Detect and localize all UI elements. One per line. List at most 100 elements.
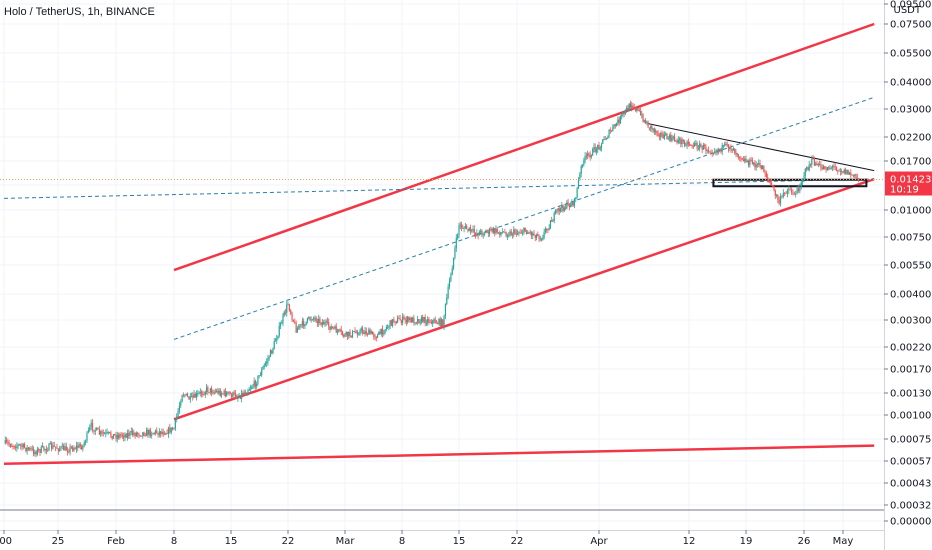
candle-body [115,434,117,439]
candle-body [466,225,468,230]
candle-body [173,428,175,430]
candle-body [719,148,721,151]
candle-body [20,444,22,446]
candle-body [229,393,231,395]
candle-body [4,440,6,444]
candle-body [393,319,395,322]
candle-body [126,433,129,438]
candle-body [856,177,858,179]
candle-body [152,433,154,435]
candle-body [655,130,657,133]
candle-body [590,155,593,158]
candle-body [224,390,226,397]
candle-body [754,162,756,168]
candle-body [772,185,774,187]
candle-body [846,169,848,175]
trend-line-triangle-top[interactable] [647,123,875,172]
candle-body [821,167,823,169]
candle-body [14,447,17,449]
candle-body [739,156,741,159]
candle-body [294,321,296,323]
candle-body [407,316,409,323]
candle-body [51,443,53,449]
candle-body [837,170,839,172]
candle-body [464,225,466,228]
candle-body [428,319,430,323]
candle-body [348,331,350,337]
candle-body [301,321,304,325]
candle-body [558,208,560,212]
candle-body [631,105,633,108]
trend-line-midline-dashed[interactable] [173,96,875,340]
candle-body [148,429,150,435]
candle-body [129,431,131,436]
candle-body [577,180,580,189]
candle-body [334,326,336,329]
candle-body [176,416,178,420]
candle-body [324,322,326,325]
candle-body [339,329,341,331]
candle-body [727,144,730,149]
candle-body [34,451,36,454]
trend-line-channel-lower[interactable] [173,177,875,421]
candle-body [419,322,421,324]
candle-body [85,440,87,443]
candle-body [193,393,195,398]
candle-body [488,228,491,234]
candle-body [467,229,469,231]
candle-body [69,446,71,452]
candle-body [107,432,109,433]
candle-body [543,231,545,238]
candle-body [101,431,103,433]
candle-body [696,143,698,149]
candle-body [786,190,789,194]
candle-body [454,248,456,258]
candle-body [266,361,268,364]
candle-body [163,434,166,436]
candle-body [592,149,594,156]
candle-body [18,444,21,446]
candle-body [238,396,240,398]
candle-body [239,396,241,399]
candle-body [281,323,283,325]
candle-body [66,450,69,452]
trend-line-long-support[interactable] [3,444,875,466]
candle-body [637,108,639,111]
candle-body [594,147,596,152]
candle-body [680,138,682,145]
candle-body [186,393,189,397]
candle-body [151,434,153,436]
trend-line-channel-upper[interactable] [173,22,875,272]
candle-body [43,446,45,450]
candle-body [68,451,70,453]
candle-body [344,334,346,337]
candle-body [446,297,448,305]
candle-body [511,234,514,236]
candle-body [368,329,370,335]
candle-body [256,383,258,387]
candle-body [335,326,337,333]
candle-body [253,380,255,387]
trend-line-horizontal-dashed[interactable] [3,178,875,199]
candle-body [292,319,295,322]
candle-body [622,113,624,115]
candle-body [25,447,27,452]
candle-body [712,152,715,154]
candle-body [828,167,830,169]
candle-body [408,316,410,321]
candle-body [539,238,541,240]
candle-body [579,173,581,181]
candle-body [195,393,198,398]
candle-body [233,392,235,394]
candle-body [553,213,555,221]
candle-body [774,190,776,196]
candle-body [161,431,163,435]
candle-body [767,177,769,179]
candle-body [775,195,778,196]
candle-body [412,317,414,323]
candle-body [77,445,79,448]
